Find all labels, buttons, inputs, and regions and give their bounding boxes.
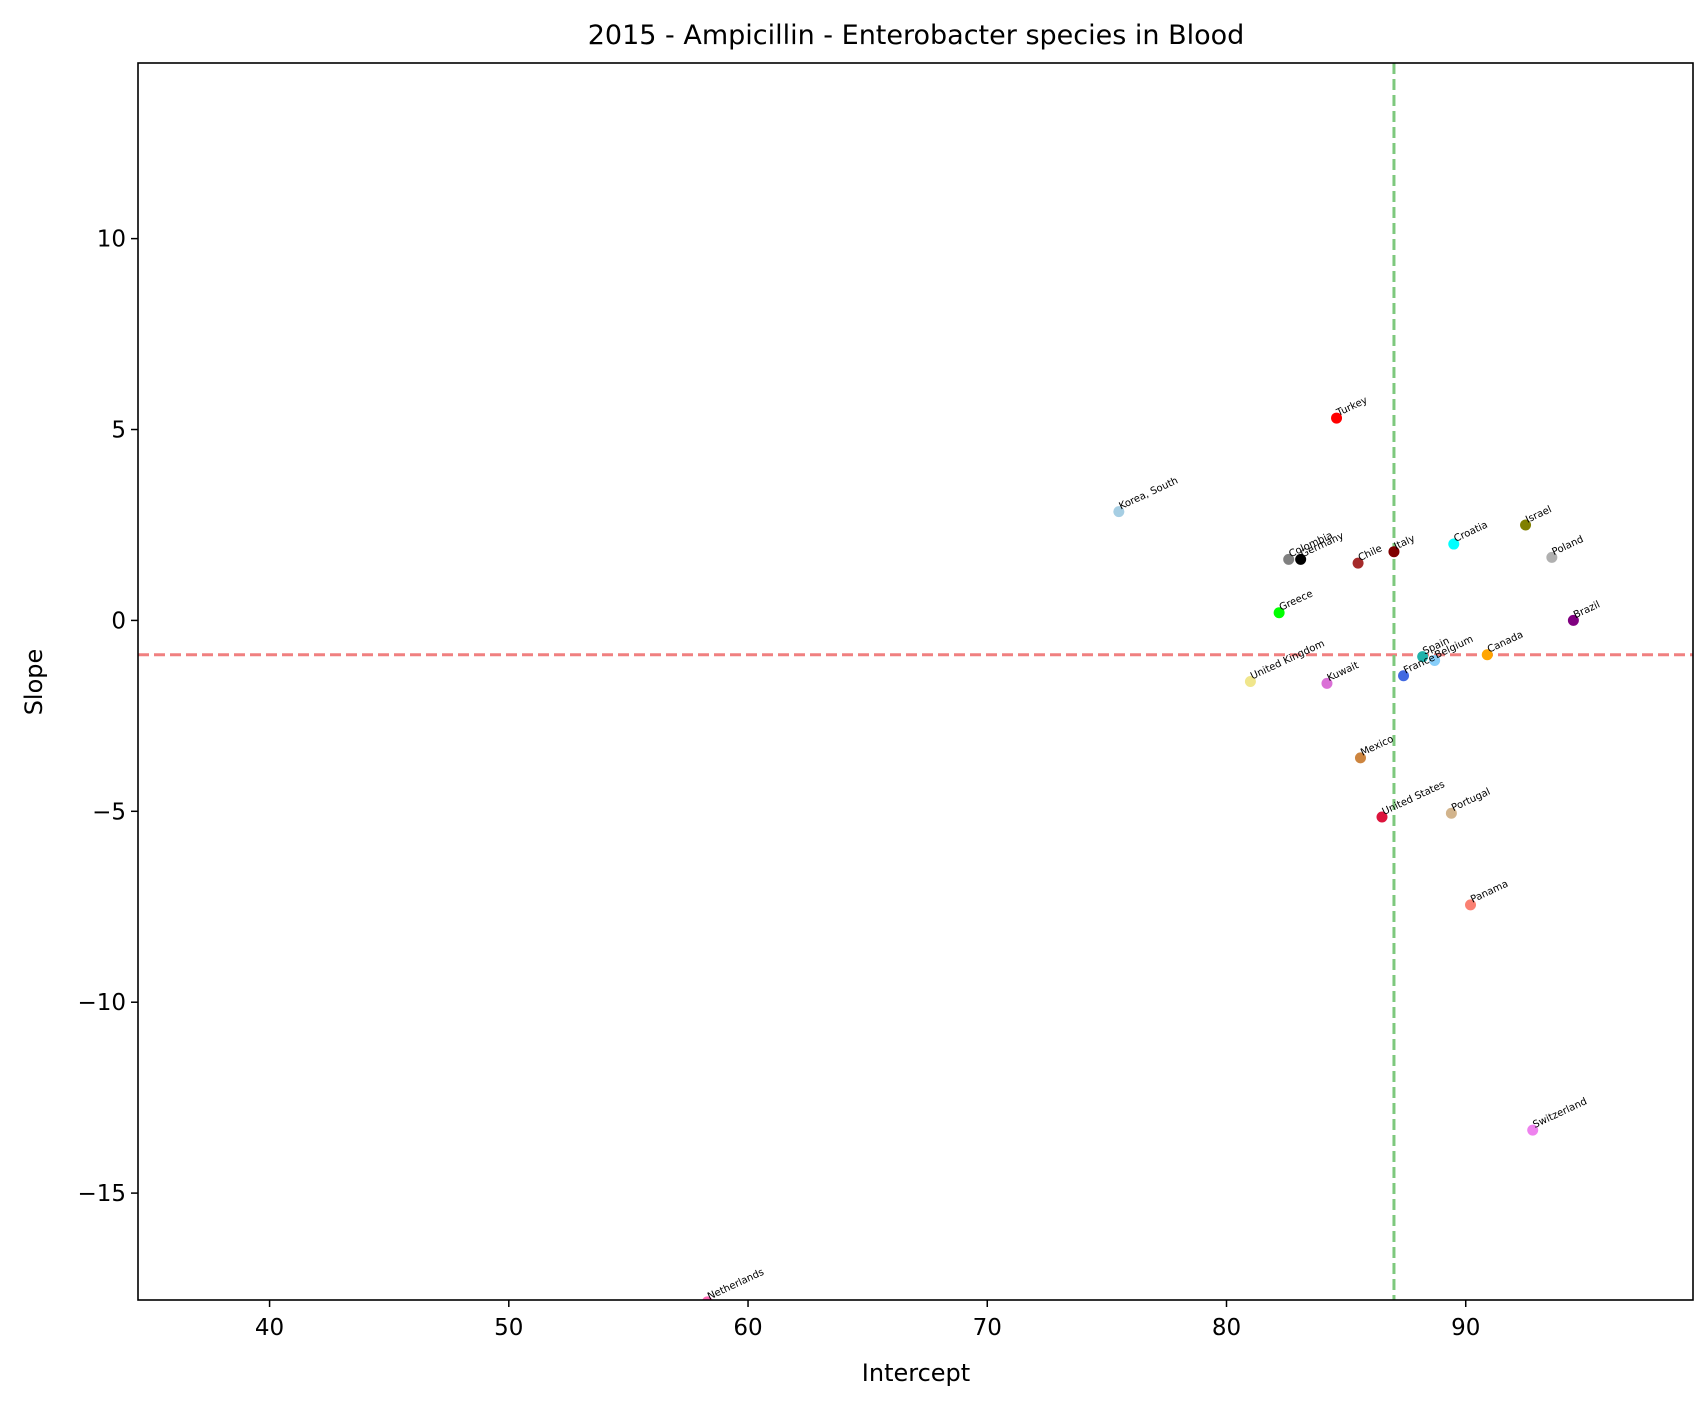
- y-tick-label: −5: [92, 799, 126, 825]
- x-tick-label: 80: [1212, 1315, 1241, 1341]
- data-point: [1567, 614, 1579, 626]
- data-point: [1113, 506, 1125, 518]
- x-tick-label: 90: [1451, 1315, 1480, 1341]
- data-point: [1398, 670, 1410, 682]
- data-point: [702, 1296, 713, 1300]
- data-point: [1273, 607, 1285, 619]
- data-point: [1448, 538, 1460, 550]
- plot-frame: [137, 62, 1694, 1301]
- x-tick-label: 60: [733, 1315, 762, 1341]
- data-point: [1481, 649, 1493, 661]
- x-tick-label: 40: [255, 1315, 284, 1341]
- data-point: [1520, 519, 1532, 531]
- data-point: [1283, 553, 1295, 565]
- data-point: [1295, 553, 1307, 565]
- data-point: [1445, 807, 1457, 819]
- y-axis: 10 5 0 −5 −10 −15: [77, 227, 138, 1207]
- data-point: [1417, 651, 1429, 663]
- y-tick-label: −15: [77, 1181, 126, 1207]
- data-point: [1376, 811, 1388, 823]
- data-point: [1331, 412, 1343, 424]
- y-tick-label: 0: [111, 608, 126, 634]
- data-point: [1321, 677, 1333, 689]
- x-axis-label: Intercept: [862, 1359, 970, 1387]
- y-axis-label: Slope: [20, 649, 48, 716]
- data-point: [1352, 557, 1364, 569]
- x-tick-label: 50: [494, 1315, 523, 1341]
- data-point: [1244, 676, 1256, 687]
- data-point: [1388, 546, 1400, 558]
- chart-title: 2015 - Ampicillin - Enterobacter species…: [588, 20, 1245, 51]
- y-tick-label: 5: [111, 418, 126, 444]
- data-point: [1527, 1124, 1539, 1136]
- x-tick-label: 70: [973, 1315, 1002, 1341]
- y-tick-label: −10: [77, 990, 126, 1016]
- data-point: [1429, 655, 1441, 667]
- y-tick-label: 10: [97, 227, 126, 253]
- x-axis: 40 50 60 70 80 90: [255, 1300, 1480, 1341]
- data-point: [1546, 551, 1558, 563]
- data-point: [1354, 752, 1366, 764]
- data-point: [1465, 899, 1477, 911]
